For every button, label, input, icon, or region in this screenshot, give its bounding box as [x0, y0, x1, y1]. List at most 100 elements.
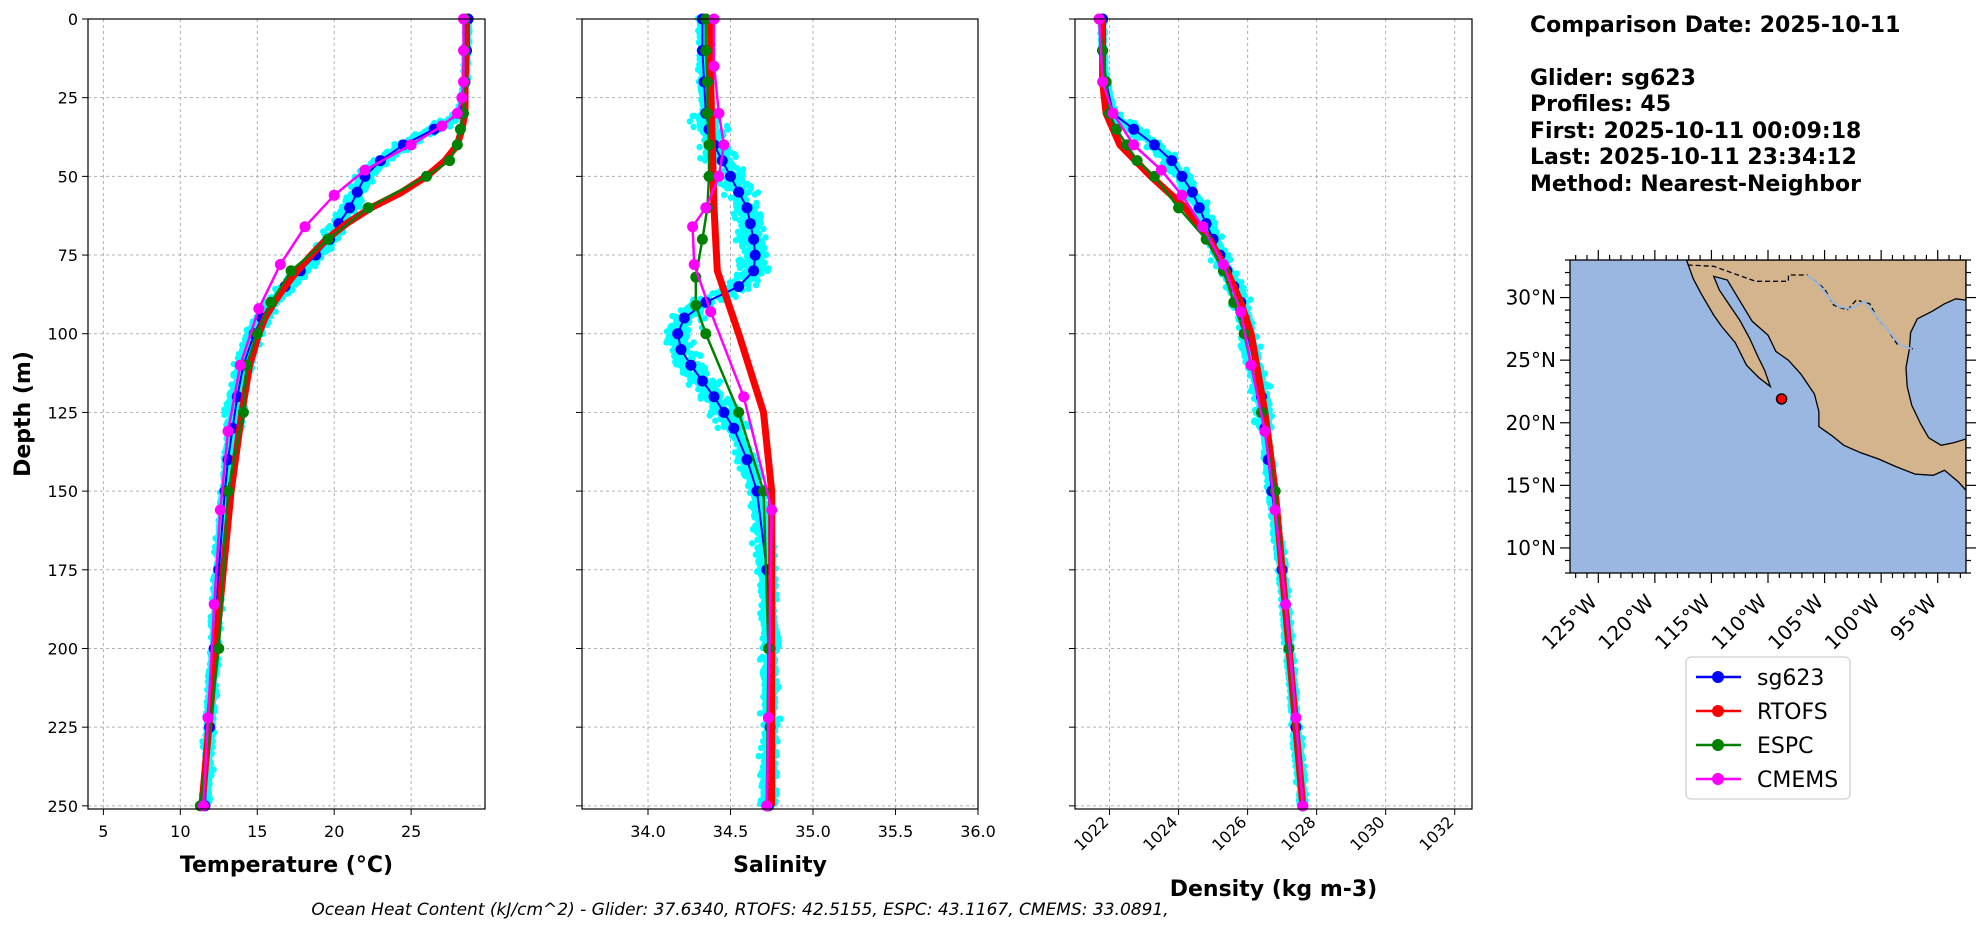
- panel-2-cloud-point: [760, 225, 767, 233]
- panel-2-marker-espc: [701, 76, 713, 88]
- panel-2-marker-sg623: [718, 406, 730, 418]
- panel-1-cloud-point: [356, 203, 363, 210]
- panel-2-cloud-point: [751, 191, 758, 198]
- panel-1-marker-cmems: [436, 120, 448, 132]
- panel-1-marker-cmems: [208, 598, 220, 610]
- panel-2-marker-sg623: [696, 375, 708, 387]
- panel-3-cloud-point: [1207, 257, 1215, 264]
- panel-2-cloud-point: [764, 267, 771, 274]
- panel-1-marker-cmems: [458, 76, 469, 88]
- panel-1-marker-cmems: [253, 303, 265, 315]
- panel-2-cloud-point: [736, 264, 744, 272]
- panel-1-marker-cmems: [359, 164, 371, 176]
- panel-1-marker-cmems: [299, 221, 311, 233]
- panel-2-cloud-point: [757, 655, 764, 662]
- panel-2-cloud-point: [757, 744, 765, 752]
- panel-1-cloud-point: [292, 281, 299, 288]
- panel-2-marker-espc: [703, 170, 715, 182]
- panel-1-marker-cmems: [274, 259, 286, 270]
- panel-2-marker-sg623: [744, 218, 756, 230]
- panel-2-marker-sg623: [741, 454, 753, 466]
- panel-1-marker-espc: [251, 328, 263, 340]
- panel-2-marker-cmems: [688, 259, 700, 270]
- panel-2-marker-espc: [700, 45, 712, 56]
- panel-2-cloud-point: [745, 285, 752, 292]
- panel-1-marker-cmems: [458, 45, 469, 56]
- panel-1-cloud-point: [452, 117, 459, 125]
- panel-1-marker-espc: [444, 155, 456, 167]
- panel-2-marker-cmems: [718, 139, 730, 151]
- panel-2-cloud-point: [673, 361, 680, 368]
- panel-1-marker-espc: [237, 406, 249, 418]
- panel-2-cloud-point: [689, 112, 696, 120]
- panel-1-marker-espc: [213, 643, 225, 654]
- panel-2-marker-sg623: [749, 249, 761, 261]
- panel-2-marker-espc: [690, 299, 702, 311]
- panel-2-marker-cmems: [713, 107, 725, 119]
- panel-2-cloud-point: [732, 153, 739, 161]
- panel-2-marker-cmems: [738, 391, 750, 403]
- panel-2-marker-sg623: [748, 233, 760, 245]
- panel-1-marker-espc: [285, 265, 297, 277]
- panel-2-marker-espc: [700, 328, 712, 340]
- panel-2-marker-cmems: [708, 60, 720, 72]
- panel-2-marker-sg623: [678, 312, 690, 324]
- panel-1-cloud-point: [272, 308, 279, 315]
- panel-2-marker-espc: [696, 233, 708, 245]
- panel-1-cloud-point: [372, 169, 379, 176]
- panel-2-cloud-point: [723, 185, 731, 192]
- panel-2-cloud-point: [740, 471, 748, 478]
- panel-1-marker-cmems: [214, 504, 226, 516]
- panel-1-marker-espc: [322, 233, 334, 245]
- panel-2-cloud-point: [738, 227, 745, 235]
- panel-1-cloud-point: [447, 123, 454, 130]
- panel-2-marker-cmems: [713, 170, 725, 182]
- panel-2-marker-sg623: [741, 202, 753, 214]
- panel-2-marker-cmems: [761, 800, 773, 812]
- panel-2-marker-sg623: [685, 359, 697, 371]
- panel-1-marker-espc: [222, 485, 234, 497]
- panel-1-marker-cmems: [202, 712, 214, 724]
- panel-2-marker-sg623: [733, 281, 745, 292]
- panel-2-cloud-point: [697, 352, 704, 359]
- panel-1-cloud-point: [221, 411, 228, 419]
- panel-2-cloud-point: [732, 293, 739, 300]
- panel-1-marker-cmems: [451, 107, 463, 119]
- panel-1-marker-espc: [454, 123, 466, 135]
- panel-2-marker-cmems: [762, 712, 774, 724]
- panel-2-marker-sg623: [728, 422, 740, 434]
- panel-2-cloud-point: [777, 715, 784, 722]
- panel-2-cloud-point: [714, 424, 721, 431]
- panel-2-cloud-point: [756, 710, 764, 717]
- panel-1-marker-cmems: [328, 189, 340, 201]
- panel-1-marker-cmems: [222, 425, 234, 437]
- panel-2-marker-sg623: [708, 391, 720, 403]
- panel-2-cloud-point: [697, 395, 704, 402]
- panel-2-marker-sg623: [675, 344, 687, 355]
- panel-2-cloud-point: [752, 281, 760, 289]
- panel-2-cloud-point: [686, 118, 694, 125]
- panel-2-marker-cmems: [705, 306, 717, 318]
- panel-1-marker-cmems: [456, 92, 468, 104]
- panel-2-cloud-point: [685, 381, 692, 388]
- panel-1-marker-cmems: [197, 800, 209, 812]
- panel-2-cloud-point: [706, 412, 713, 419]
- panel-2-marker-cmems: [687, 221, 699, 233]
- panel-2-cloud-point: [690, 123, 697, 131]
- panel-2-marker-espc: [733, 406, 745, 418]
- panel-2-marker-cmems: [766, 504, 778, 516]
- panel-1-cloud-point: [289, 286, 296, 294]
- panel-1-marker-cmems: [405, 139, 417, 151]
- panel-2-cloud-point: [679, 369, 687, 376]
- panel-2-cloud-point: [712, 417, 719, 424]
- panel-2-marker-sg623: [725, 170, 736, 182]
- panel-2-cloud-point: [696, 143, 703, 151]
- panel-2-marker-cmems: [700, 202, 712, 214]
- panel-2-cloud-point: [720, 191, 728, 199]
- panel-1-marker-sg623: [344, 202, 356, 214]
- panel-1-marker-espc: [451, 139, 463, 151]
- panel-1-marker-espc: [421, 170, 432, 182]
- panel-2-cloud-point: [701, 157, 709, 164]
- panel-2-marker-sg623: [672, 328, 684, 340]
